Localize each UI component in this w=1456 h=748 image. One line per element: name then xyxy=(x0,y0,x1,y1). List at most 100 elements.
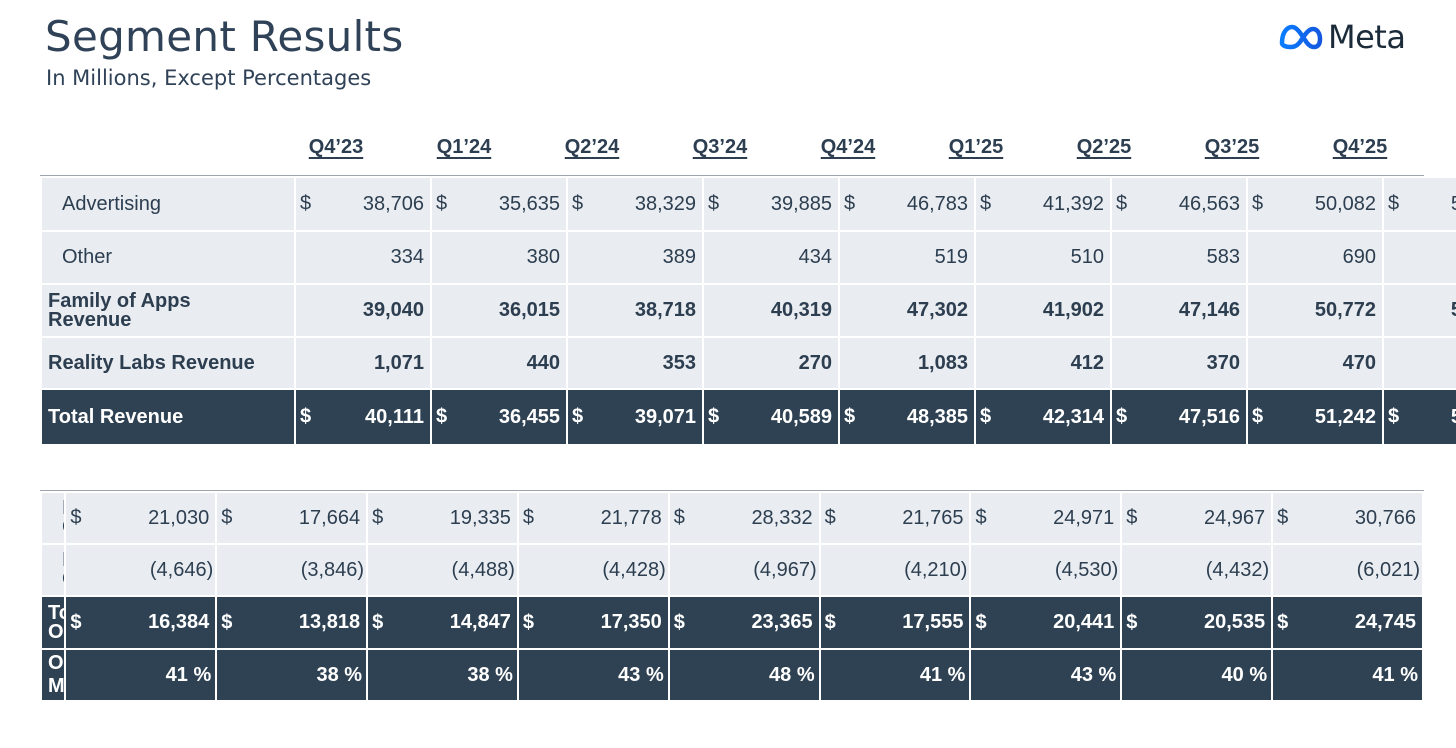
table-row: Total Income from Operations$16,384$13,8… xyxy=(39,595,1424,650)
value-cell: 370 xyxy=(1110,336,1248,390)
value-cell: $39,885 xyxy=(702,176,840,232)
quarter-headers: Q4’23 Q1’24 Q2’24 Q3’24 Q4’24 Q1’25 Q2’2… xyxy=(40,136,1424,176)
value-cell: (4,646) xyxy=(64,543,218,597)
cell-value: 46,563 xyxy=(1178,192,1240,215)
value-cell: (4,530) xyxy=(969,543,1123,597)
table-row: Advertising $38,706 $35,635 $38,329 $39,885 $… xyxy=(40,176,1456,232)
cell-value: 270 xyxy=(798,351,832,374)
value-cell: 334 xyxy=(294,230,432,285)
currency-symbol: $ xyxy=(522,611,535,633)
value-cell: $42,314 xyxy=(974,388,1112,446)
quarter-header: Q4’23 xyxy=(308,136,364,158)
cell-value: 41,902 xyxy=(1042,299,1104,321)
value-cell: $36,455 xyxy=(430,388,568,446)
cell-value: 41,392 xyxy=(1042,192,1104,215)
income-table: Family of Apps Operating Income$21,030$1… xyxy=(39,491,1424,702)
cell-value: 48 % xyxy=(769,663,815,686)
row-label: Family of Apps Operating Income xyxy=(39,491,67,545)
value-cell: $46,783 xyxy=(838,176,976,232)
cell-value: 39,885 xyxy=(770,192,832,215)
currency-symbol: $ xyxy=(1388,405,1400,428)
cell-value: 38,718 xyxy=(634,299,696,321)
value-cell: $20,441 xyxy=(969,595,1123,650)
cell-value: 36,015 xyxy=(498,299,560,321)
currency-symbol: $ xyxy=(436,405,448,428)
value-cell: $30,766 xyxy=(1271,491,1424,545)
value-cell: 43 % xyxy=(516,648,670,702)
currency-symbol: $ xyxy=(1116,192,1128,215)
cell-value: 519 xyxy=(934,246,968,268)
cell-value: (4,488) xyxy=(451,558,515,581)
quarter-header: Q2’25 xyxy=(1076,136,1132,158)
value-cell: 380 xyxy=(430,230,568,285)
value-cell: $21,765 xyxy=(818,491,972,545)
value-cell: 440 xyxy=(430,336,568,390)
cell-value: 42,314 xyxy=(1042,405,1104,428)
cell-value: 24,967 xyxy=(1203,506,1266,529)
cell-value: 43 % xyxy=(618,663,664,686)
value-cell: 40,319 xyxy=(702,283,840,338)
value-cell: $41,392 xyxy=(974,176,1112,232)
value-cell: 48 % xyxy=(667,648,821,702)
row-label: Total Income from Operations xyxy=(39,595,67,650)
value-cell: (4,428) xyxy=(516,543,670,597)
cell-value: 40,319 xyxy=(770,299,832,321)
value-cell: 40 % xyxy=(1120,648,1274,702)
currency-symbol: $ xyxy=(300,405,312,428)
value-cell: (6,021) xyxy=(1271,543,1424,597)
cell-value: 36,455 xyxy=(498,405,560,428)
cell-value: 23,365 xyxy=(751,611,813,633)
row-label-text: Family of Apps Revenue xyxy=(48,289,191,331)
value-cell: 583 xyxy=(1110,230,1248,285)
divider xyxy=(40,175,1424,177)
cell-value: 1,083 xyxy=(917,351,968,374)
cell-value: 17,350 xyxy=(600,611,662,633)
value-cell: $38,706 xyxy=(294,176,432,232)
table-row: Family of Apps Revenue 39,040 36,015 38,718… xyxy=(40,283,1456,338)
currency-symbol: $ xyxy=(372,611,384,633)
cell-value: 47,146 xyxy=(1178,299,1240,321)
value-cell: 389 xyxy=(566,230,704,285)
cell-value: 380 xyxy=(526,246,560,268)
currency-symbol: $ xyxy=(673,611,685,633)
value-cell: 1,071 xyxy=(294,336,432,390)
row-label-text: Total Income from Operations xyxy=(48,601,64,643)
currency-symbol: $ xyxy=(1116,405,1128,428)
value-cell: $40,111 xyxy=(294,388,432,446)
cell-value: 470 xyxy=(1342,351,1376,374)
value-cell: (4,967) xyxy=(667,543,821,597)
cell-value: 353 xyxy=(662,351,696,374)
row-label: Operating Margin xyxy=(39,648,67,702)
cell-value: 20,441 xyxy=(1053,611,1115,633)
value-cell: $17,664 xyxy=(215,491,369,545)
currency-symbol: $ xyxy=(980,405,992,428)
meta-logo: Meta xyxy=(1278,18,1406,56)
divider xyxy=(40,490,1424,492)
value-cell: $59,893 xyxy=(1382,388,1456,446)
value-cell: 510 xyxy=(974,230,1112,285)
row-label: Other xyxy=(40,230,296,285)
value-cell: $51,242 xyxy=(1246,388,1384,446)
value-cell: 41 % xyxy=(64,648,218,702)
currency-symbol: $ xyxy=(824,506,836,529)
cell-value: 59,893 xyxy=(1451,406,1456,429)
cell-value: 35,635 xyxy=(498,192,560,215)
quarter-header: Q4’25 xyxy=(1332,136,1388,158)
quarter-header: Q2’24 xyxy=(564,136,620,158)
cell-value: 48,385 xyxy=(906,405,968,428)
value-cell: 41 % xyxy=(818,648,972,702)
value-cell: $17,350 xyxy=(516,595,670,650)
cell-value: (3,846) xyxy=(300,558,365,581)
cell-value: 47,516 xyxy=(1178,405,1240,428)
table-row: Other 334 380 389 434 519 510 583 690 801 xyxy=(40,230,1456,285)
cell-value: (4,210) xyxy=(904,558,968,581)
cell-value: 39,040 xyxy=(362,299,424,321)
table-row: Total Revenue $40,111 $36,455 $39,071 $40,58… xyxy=(40,388,1456,446)
cell-value: 17,555 xyxy=(902,611,964,633)
cell-value: 40,111 xyxy=(365,405,424,428)
value-cell: $24,967 xyxy=(1120,491,1274,545)
cell-value: 14,847 xyxy=(449,611,511,633)
cell-value: (4,428) xyxy=(602,558,666,581)
cell-value: 510 xyxy=(1070,246,1104,268)
value-cell: $39,071 xyxy=(566,388,704,446)
